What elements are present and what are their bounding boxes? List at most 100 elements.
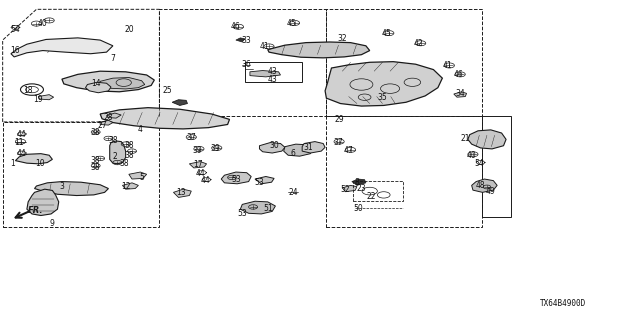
Text: 27: 27 — [97, 121, 107, 130]
Polygon shape — [122, 183, 138, 189]
Polygon shape — [100, 120, 113, 125]
Text: 44: 44 — [200, 176, 210, 185]
Text: FR.: FR. — [28, 206, 44, 215]
Text: 19: 19 — [33, 95, 43, 104]
Text: 38: 38 — [108, 136, 118, 145]
Text: 38: 38 — [124, 141, 134, 150]
Polygon shape — [106, 113, 121, 118]
Polygon shape — [241, 201, 275, 214]
Text: 49: 49 — [486, 187, 495, 196]
Text: 41: 41 — [260, 42, 269, 51]
Text: 21: 21 — [461, 134, 470, 143]
Text: 51: 51 — [263, 204, 273, 213]
Text: TX64B4900D: TX64B4900D — [540, 300, 586, 308]
Text: 7: 7 — [111, 54, 115, 63]
Text: 43: 43 — [268, 75, 277, 84]
Text: 43: 43 — [268, 67, 277, 76]
Text: 3: 3 — [60, 182, 65, 191]
Polygon shape — [325, 62, 442, 106]
Text: 48: 48 — [476, 181, 485, 190]
Text: 5: 5 — [139, 173, 144, 182]
Text: 37: 37 — [333, 138, 342, 147]
Text: 41: 41 — [443, 61, 452, 70]
Polygon shape — [189, 162, 207, 168]
Text: 29: 29 — [334, 115, 344, 124]
Text: 38: 38 — [91, 128, 100, 137]
Polygon shape — [62, 71, 154, 92]
Text: 37: 37 — [186, 133, 196, 142]
Polygon shape — [86, 82, 111, 93]
Text: 22: 22 — [366, 192, 376, 201]
Text: 30: 30 — [269, 141, 279, 150]
Text: 53: 53 — [231, 174, 241, 184]
Polygon shape — [172, 100, 188, 105]
Text: 10: 10 — [35, 159, 44, 168]
Text: 39: 39 — [193, 146, 202, 155]
Polygon shape — [221, 172, 251, 184]
Text: 38: 38 — [124, 151, 134, 160]
Text: 18: 18 — [24, 86, 33, 95]
Polygon shape — [100, 77, 145, 89]
Text: 46: 46 — [231, 22, 241, 31]
Polygon shape — [250, 70, 280, 77]
Text: 2: 2 — [113, 152, 117, 161]
Text: 50: 50 — [353, 204, 363, 213]
Text: 16: 16 — [11, 46, 20, 55]
Text: 4: 4 — [138, 125, 143, 134]
Text: 33: 33 — [242, 36, 252, 44]
Text: 54: 54 — [10, 25, 20, 35]
Polygon shape — [109, 141, 125, 164]
Polygon shape — [284, 144, 312, 156]
Text: 35: 35 — [378, 93, 387, 102]
Text: 24: 24 — [289, 188, 298, 197]
Polygon shape — [259, 142, 285, 153]
Text: 44: 44 — [17, 130, 27, 139]
Text: 31: 31 — [304, 143, 314, 152]
Polygon shape — [268, 42, 370, 58]
Polygon shape — [352, 179, 366, 185]
Text: 6: 6 — [291, 149, 296, 158]
Text: 38: 38 — [91, 164, 100, 172]
Polygon shape — [472, 179, 497, 192]
Polygon shape — [129, 172, 147, 179]
Text: 44: 44 — [17, 149, 27, 158]
Text: 14: 14 — [91, 79, 100, 88]
Text: 36: 36 — [242, 60, 252, 69]
Text: 32: 32 — [337, 34, 347, 43]
Text: 54: 54 — [474, 159, 484, 168]
Text: 42: 42 — [414, 39, 424, 48]
Text: 52: 52 — [340, 185, 350, 194]
Text: 25: 25 — [163, 86, 172, 95]
Text: 40: 40 — [467, 151, 477, 160]
Text: 53: 53 — [255, 178, 264, 187]
Polygon shape — [38, 95, 54, 100]
Polygon shape — [173, 189, 191, 197]
Text: 45: 45 — [382, 28, 392, 38]
Text: 17: 17 — [193, 160, 202, 169]
Polygon shape — [100, 108, 230, 129]
Text: 45: 45 — [287, 19, 296, 28]
Polygon shape — [302, 142, 325, 153]
Text: 1: 1 — [10, 159, 15, 168]
Polygon shape — [454, 92, 467, 97]
Text: 47: 47 — [344, 146, 353, 155]
Text: 38: 38 — [91, 156, 100, 164]
Text: 44: 44 — [195, 169, 205, 178]
Polygon shape — [236, 38, 245, 42]
Polygon shape — [342, 185, 357, 192]
Text: 28: 28 — [104, 113, 113, 122]
Text: 9: 9 — [50, 219, 55, 228]
Text: 53: 53 — [237, 209, 247, 218]
Polygon shape — [35, 181, 108, 196]
Polygon shape — [15, 154, 52, 164]
Text: 39: 39 — [210, 144, 220, 153]
Polygon shape — [255, 177, 274, 184]
Text: 34: 34 — [455, 89, 465, 98]
Text: 8: 8 — [355, 178, 359, 187]
Text: 12: 12 — [121, 182, 131, 191]
Polygon shape — [11, 38, 113, 57]
Text: 46: 46 — [454, 70, 464, 79]
Text: 40: 40 — [38, 19, 48, 28]
Text: 20: 20 — [124, 25, 134, 35]
Text: 13: 13 — [176, 188, 186, 197]
